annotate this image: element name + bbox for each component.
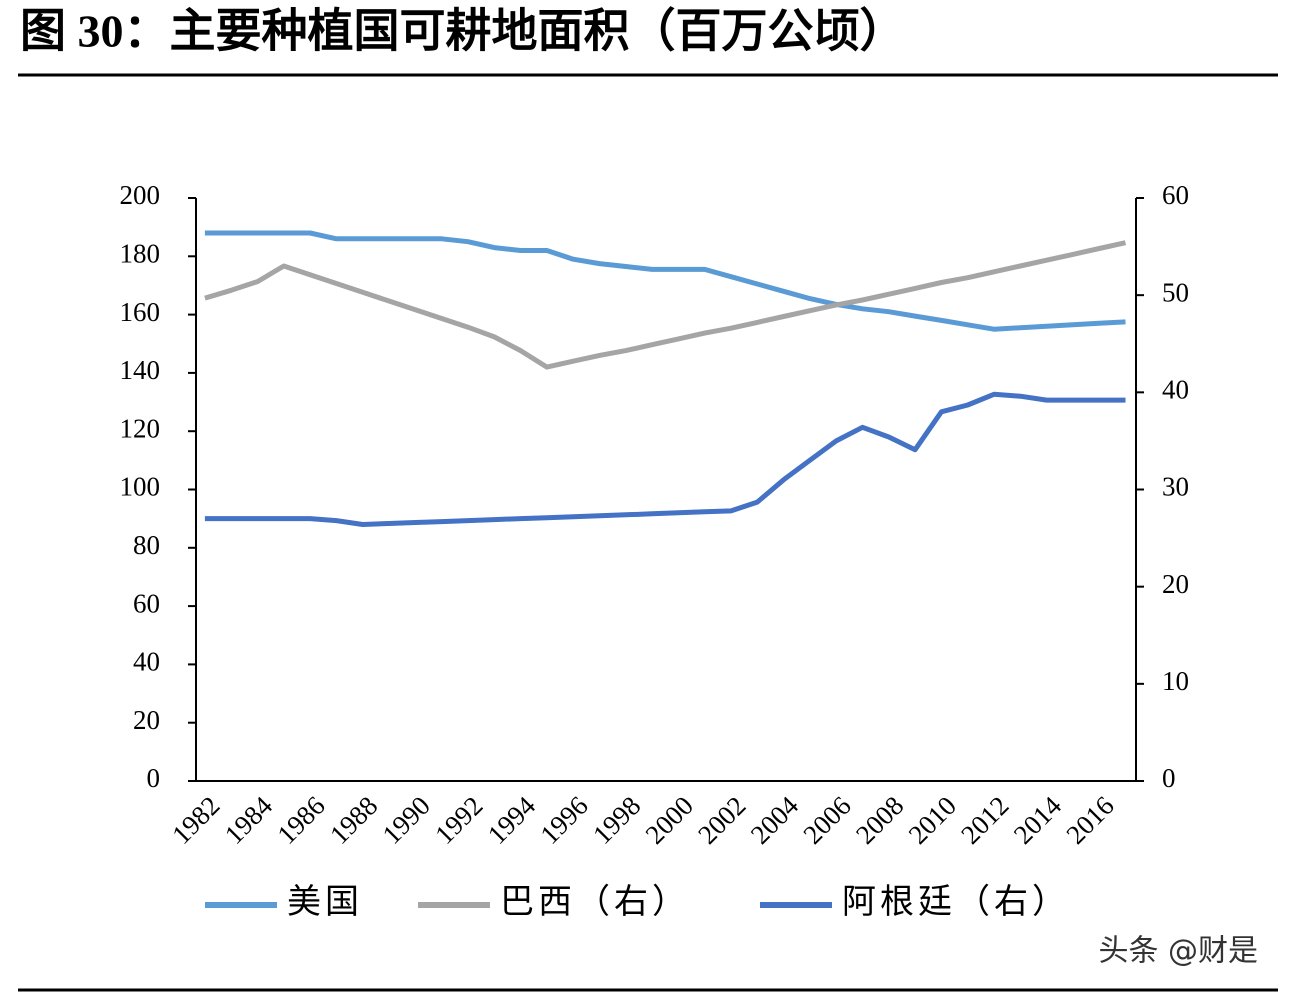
y2-tick-label: 20 (1162, 569, 1189, 599)
y-tick-label: 60 (133, 588, 160, 618)
y2-tick-label: 30 (1162, 472, 1189, 502)
y-tick-label: 140 (120, 355, 161, 385)
y-tick-label: 160 (120, 297, 161, 327)
watermark: 头条 @财是 (1098, 934, 1258, 969)
x-tick-label: 2012 (955, 790, 1014, 849)
series-line (204, 230, 1126, 332)
x-tick-label: 1994 (482, 790, 542, 850)
x-tick-label: 2014 (1008, 790, 1068, 850)
y-tick-label: 100 (120, 472, 161, 502)
x-tick-label: 1982 (166, 790, 225, 849)
legend-label: 巴西（右） (500, 883, 690, 921)
series-line (204, 240, 1127, 370)
x-tick-label: 2004 (745, 790, 805, 850)
x-tick-label: 2000 (640, 790, 699, 849)
x-tick-label: 2008 (850, 790, 909, 849)
y-tick-label: 80 (133, 530, 160, 560)
y-tick-label: 120 (120, 413, 161, 443)
y2-tick-label: 40 (1162, 375, 1189, 405)
x-tick-label: 2010 (903, 790, 962, 849)
y-tick-label: 40 (133, 647, 160, 677)
x-tick-label: 1984 (219, 790, 279, 850)
x-tick-label: 2002 (692, 790, 751, 849)
legend-label: 美国 (287, 883, 363, 921)
y2-tick-label: 60 (1162, 180, 1189, 210)
legend-label: 阿根廷（右） (842, 883, 1070, 921)
series-line (204, 391, 1126, 527)
x-tick-label: 1986 (271, 790, 330, 849)
chart-title: 图 30：主要种植国可耕地面积（百万公顷） (20, 6, 906, 57)
y-tick-label: 0 (147, 763, 161, 793)
x-tick-label: 1992 (429, 790, 488, 849)
y2-tick-label: 10 (1162, 666, 1189, 696)
y-tick-label: 200 (120, 180, 161, 210)
x-tick-label: 2006 (797, 790, 856, 849)
y2-tick-label: 50 (1162, 277, 1189, 307)
x-tick-label: 1998 (587, 790, 646, 849)
x-tick-label: 1990 (377, 790, 436, 849)
x-tick-label: 2016 (1060, 790, 1119, 849)
y-tick-label: 180 (120, 239, 161, 269)
x-tick-label: 1988 (324, 790, 383, 849)
x-tick-label: 1996 (534, 790, 593, 849)
y2-tick-label: 0 (1162, 763, 1176, 793)
y-tick-label: 20 (133, 705, 160, 735)
